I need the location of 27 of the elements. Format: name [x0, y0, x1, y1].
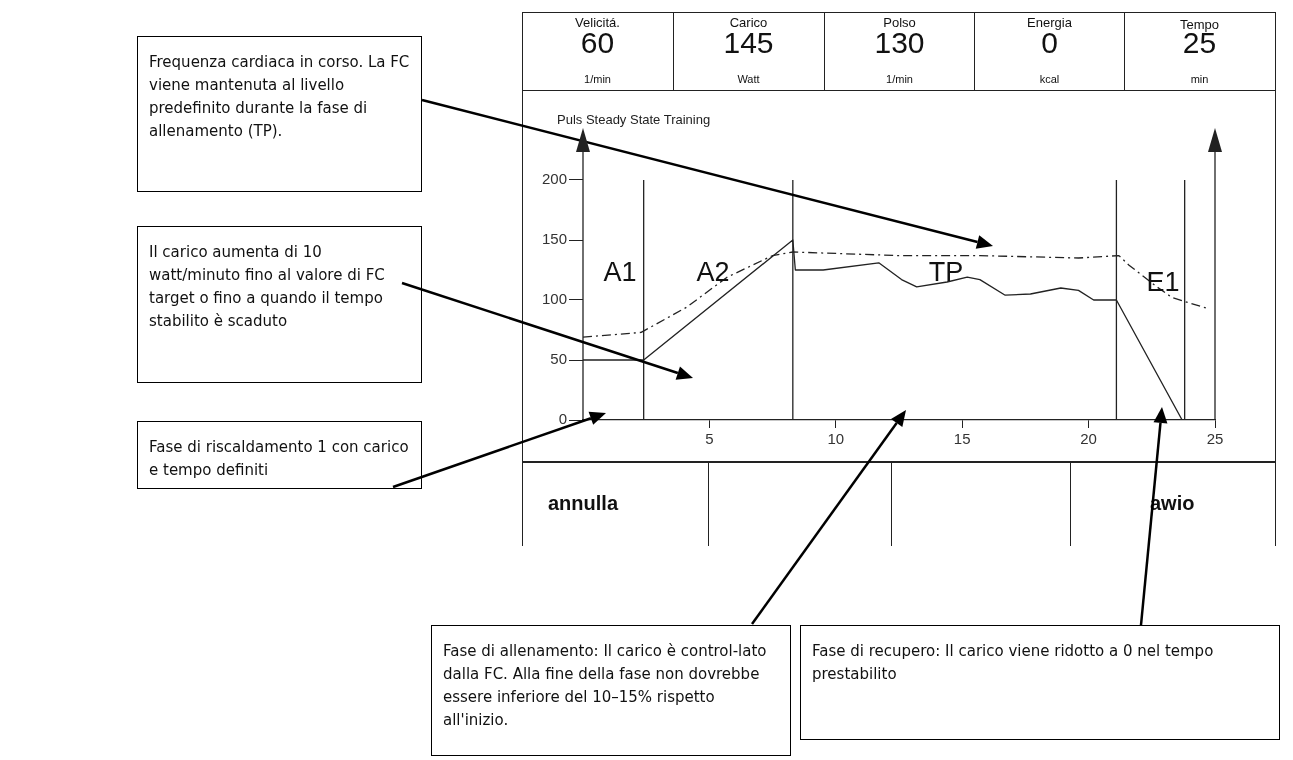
- text: 1/min: [885, 73, 914, 85]
- text: Frequenza cardiaca in corso. La FC viene mantenuta al livello predefinito durante la fase di allenamento (TP).: [137, 36, 422, 192]
- y-tick-label: 50: [550, 350, 567, 368]
- text: 1/min: [583, 73, 612, 85]
- text: annulla: [548, 492, 619, 515]
- text: Fase di allenamento: Il carico è control-lato dalla FC. Alla fine della fase non dovrebbe essere inferiore del 10–15% rispetto all'inizio.: [431, 625, 791, 756]
- x-tick-label: 25: [1206, 430, 1224, 448]
- annotation: TP: [928, 256, 964, 287]
- text: Watt: [736, 73, 761, 85]
- text: Fase di recupero: Il carico viene ridotto a 0 nel tempo prestabilito: [800, 625, 1280, 740]
- text: Il carico aumenta di 10 watt/minuto fino al valore di FC target o fino a quando il tempo stabilito è scaduto: [137, 226, 422, 383]
- chart-title: Puls Steady State Training: [557, 112, 711, 127]
- x-tick-label: 15: [953, 430, 971, 448]
- annotation: A1: [603, 256, 637, 287]
- x-tick-label: 10: [827, 430, 845, 448]
- y-tick-label: 0: [558, 410, 567, 428]
- y-tick-label: 100: [541, 290, 567, 308]
- x-tick-label: 5: [705, 430, 714, 448]
- annotation: A2: [696, 256, 730, 287]
- text: Tempo: [1179, 17, 1220, 32]
- annotation: E1: [1146, 266, 1180, 297]
- x-tick-label: 20: [1080, 430, 1097, 448]
- text: kcal: [1038, 73, 1061, 85]
- text: Fase di riscaldamento 1 con carico e tempo definiti: [137, 421, 422, 489]
- text: min: [1189, 73, 1210, 85]
- y-tick-label: 200: [541, 170, 567, 188]
- y-tick-label: 150: [541, 230, 567, 248]
